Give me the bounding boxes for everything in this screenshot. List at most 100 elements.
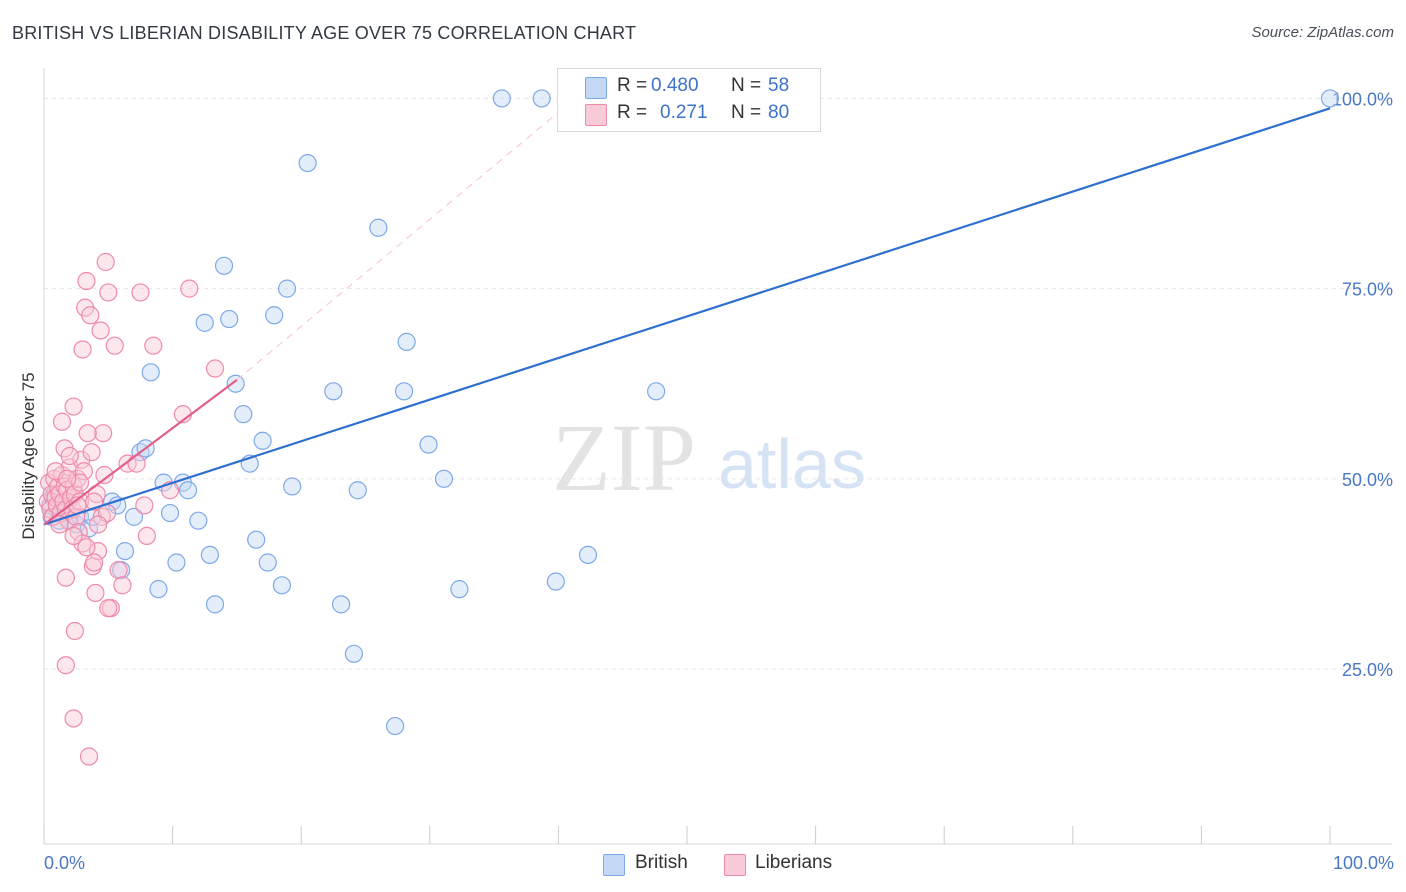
liberian-point xyxy=(64,397,83,416)
trend-lines xyxy=(43,90,1331,526)
liberian-point xyxy=(58,469,77,488)
legend-r-value: 0.271 xyxy=(660,102,708,123)
liberian-point xyxy=(86,583,105,603)
liberian-point xyxy=(72,450,91,469)
british-point xyxy=(226,374,245,393)
liberian-point xyxy=(56,568,75,587)
british-point xyxy=(369,218,388,237)
british-point xyxy=(532,89,551,108)
liberian-point xyxy=(94,424,113,443)
british-point xyxy=(450,580,469,599)
liberian-point xyxy=(64,709,83,728)
liberian-point xyxy=(77,271,96,291)
british-point xyxy=(115,541,135,561)
british-point xyxy=(124,507,144,526)
british-point xyxy=(397,332,416,351)
british-point xyxy=(434,469,454,488)
liberian-point xyxy=(144,336,163,355)
legend-n-label: N = xyxy=(731,75,762,96)
x-axis-ticks xyxy=(43,826,1331,844)
y-axis-label: Disability Age Over 75 xyxy=(19,372,38,539)
british-point xyxy=(149,580,168,599)
british-point xyxy=(195,313,214,332)
british-point xyxy=(272,576,292,595)
liberian-point xyxy=(81,306,100,325)
y-tick-label: 75.0% xyxy=(1342,280,1393,300)
british-point xyxy=(265,306,284,325)
y-tick-labels: 25.0% 50.0% 75.0% 100.0% xyxy=(1332,89,1393,680)
british-legend-swatch xyxy=(603,854,625,876)
x-tick-label-max: 100.0% xyxy=(1333,853,1394,873)
liberian-point xyxy=(99,283,118,302)
stats-legend: R = 0.480 N = 58 R = 0.271 N = 80 xyxy=(557,68,821,132)
british-point xyxy=(298,153,317,173)
british-swatch xyxy=(585,77,607,99)
british-point xyxy=(160,503,180,523)
legend-row-liberian: R = 0.271 N = 80 xyxy=(558,102,820,126)
british-point xyxy=(331,595,351,614)
liberian-point xyxy=(135,496,154,515)
legend-row-british: R = 0.480 N = 58 xyxy=(558,75,820,99)
british-point xyxy=(178,481,198,500)
liberians-legend-label: Liberians xyxy=(755,852,833,873)
british-point xyxy=(247,530,266,549)
british-legend-label: British xyxy=(635,852,688,873)
liberian-point xyxy=(113,576,132,595)
british-point xyxy=(200,545,219,565)
x-tick-label-min: 0.0% xyxy=(44,853,85,873)
british-point xyxy=(394,382,414,401)
liberian-point xyxy=(77,538,96,557)
y-tick-label: 25.0% xyxy=(1342,660,1393,680)
liberian-point xyxy=(96,252,115,272)
british-point xyxy=(79,519,99,538)
liberian-point xyxy=(73,340,92,359)
legend-r-label: R = xyxy=(617,75,648,96)
british-point xyxy=(234,405,253,424)
british-point xyxy=(283,477,302,496)
liberian-point xyxy=(82,443,101,462)
british-point xyxy=(277,279,297,298)
liberian-point xyxy=(85,553,104,572)
british-point xyxy=(141,363,160,382)
liberian-point xyxy=(91,321,110,340)
liberian-point xyxy=(180,279,199,298)
liberian-point xyxy=(74,462,93,481)
liberian-point xyxy=(205,359,225,378)
british-point xyxy=(647,382,666,401)
british-point xyxy=(214,256,234,275)
liberian-point xyxy=(64,526,83,545)
british-point xyxy=(1320,89,1340,108)
watermark-atlas: atlas xyxy=(718,425,866,503)
liberian-trend-extension xyxy=(236,90,585,381)
liberian-point xyxy=(99,599,118,618)
chart-source: Source: ZipAtlas.com xyxy=(1251,24,1394,41)
liberian-point xyxy=(105,336,124,355)
liberian-point xyxy=(56,656,75,675)
british-point xyxy=(324,382,343,401)
liberian-point xyxy=(60,446,79,466)
liberian-point xyxy=(137,526,156,545)
liberian-point xyxy=(88,541,108,561)
liberian-point xyxy=(52,412,72,431)
british-point xyxy=(348,481,367,500)
british-point xyxy=(546,572,565,591)
legend-n-value: 80 xyxy=(768,102,790,123)
british-point xyxy=(205,595,225,614)
legend-r-label: R = xyxy=(617,102,648,123)
british-point xyxy=(578,545,598,565)
british-trend-line xyxy=(43,107,1331,526)
legend-n-value: 58 xyxy=(768,75,790,96)
liberian-point xyxy=(95,465,114,485)
british-point xyxy=(492,89,511,108)
british-point xyxy=(167,553,186,572)
liberian-legend-swatch xyxy=(724,854,746,876)
axes xyxy=(43,68,1392,845)
liberian-trend-line xyxy=(43,379,238,526)
liberian-point xyxy=(109,561,128,580)
watermark-zip: ZIP xyxy=(552,404,696,511)
british-point xyxy=(258,553,277,572)
y-tick-label: 100.0% xyxy=(1332,89,1393,109)
liberian-point xyxy=(78,424,97,443)
chart-title: BRITISH VS LIBERIAN DISABILITY AGE OVER … xyxy=(12,23,637,43)
